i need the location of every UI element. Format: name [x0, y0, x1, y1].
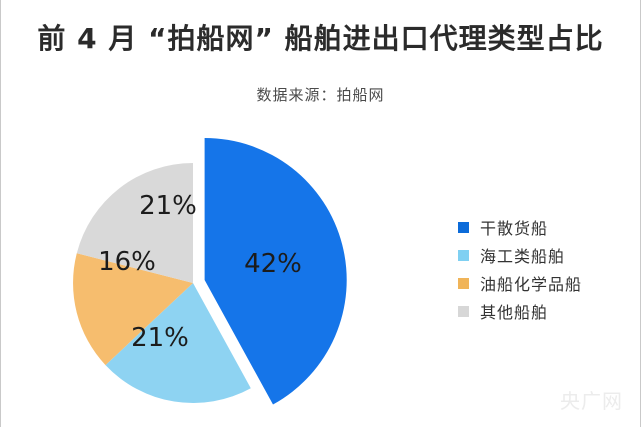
pie-slice-label: 21% [139, 191, 197, 221]
legend-item: 油船化学品船 [458, 269, 582, 297]
pie-slice-4 [76, 163, 193, 283]
pie-slice-label: 21% [131, 323, 189, 353]
legend-item: 其他船舶 [458, 297, 582, 325]
legend-swatch-icon [458, 305, 469, 317]
legend-swatch-icon [458, 277, 469, 289]
legend-label: 其他船舶 [480, 303, 549, 322]
legend: 干散货船海工类船舶油船化学品船 其他船舶 [458, 213, 582, 325]
legend-label: 干散货船 [480, 219, 549, 238]
pie-slice-2 [105, 283, 251, 404]
pie-slice-label: 16% [98, 247, 156, 277]
pie-slice-3 [73, 253, 193, 366]
pie-slice-label: 42% [244, 249, 302, 279]
legend-item: 海工类船舶 [458, 241, 582, 269]
legend-swatch-icon [458, 221, 469, 233]
pie-slice-1 [204, 137, 347, 405]
chart-title: 前 4 月 “拍船网” 船舶进出口代理类型占比 [37, 22, 604, 55]
data-source-caption: 数据来源：拍船网 [256, 86, 385, 104]
watermark-text: 央广网 [560, 389, 623, 413]
legend-label: 油船化学品船 [480, 275, 583, 294]
legend-item: 干散货船 [458, 213, 582, 241]
legend-swatch-icon [458, 249, 469, 261]
legend-label: 海工类船舶 [480, 247, 566, 266]
